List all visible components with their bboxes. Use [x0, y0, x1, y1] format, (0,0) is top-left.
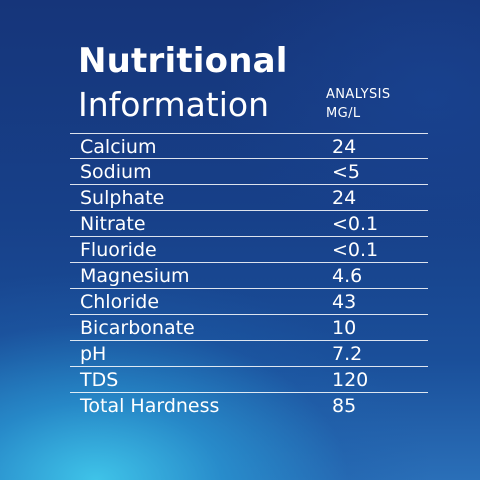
nutrient-value: 24 [332, 187, 357, 209]
column-header-unit: MG/L [326, 106, 361, 121]
column-header-analysis: ANALYSIS [326, 87, 391, 102]
title-nutritional: Nutritional [78, 41, 288, 81]
nutrient-value: 24 [332, 136, 357, 158]
nutrient-name: pH [80, 343, 107, 365]
nutrient-name: Calcium [80, 136, 157, 158]
table-row: Sodium <5 [70, 159, 428, 185]
table-row: TDS 120 [70, 367, 428, 393]
table-row: Sulphate 24 [70, 185, 428, 211]
nutrient-value: <0.1 [332, 213, 379, 235]
nutrient-name: TDS [80, 369, 119, 391]
table-row: Chloride 43 [70, 289, 428, 315]
column-header: ANALYSIS MG/L [326, 85, 391, 123]
nutrient-value: 4.6 [332, 265, 363, 287]
nutrient-name: Fluoride [80, 239, 157, 261]
table-row: Fluoride <0.1 [70, 237, 428, 263]
table-row: Magnesium 4.6 [70, 263, 428, 289]
nutrient-name: Nitrate [80, 213, 146, 235]
table-row: Bicarbonate 10 [70, 315, 428, 341]
nutrient-value: 10 [332, 317, 357, 339]
nutrient-name: Sodium [80, 161, 152, 183]
nutrient-value: 120 [332, 369, 369, 391]
nutrient-value: 43 [332, 291, 357, 313]
nutrient-name: Total Hardness [80, 395, 220, 417]
table-row: Nitrate <0.1 [70, 211, 428, 237]
title-information: Information [78, 85, 270, 124]
nutrient-name: Sulphate [80, 187, 165, 209]
nutrient-value: 7.2 [332, 343, 363, 365]
table-row: pH 7.2 [70, 341, 428, 367]
nutrition-table: Calcium 24 Sodium <5 Sulphate 24 Nitrate… [70, 133, 428, 419]
nutrient-name: Magnesium [80, 265, 190, 287]
table-row: Calcium 24 [70, 133, 428, 159]
nutrient-name: Bicarbonate [80, 317, 195, 339]
nutrient-value: <5 [332, 161, 361, 183]
nutrient-name: Chloride [80, 291, 160, 313]
nutrient-value: 85 [332, 395, 357, 417]
nutrient-value: <0.1 [332, 239, 379, 261]
table-row: Total Hardness 85 [70, 393, 428, 419]
